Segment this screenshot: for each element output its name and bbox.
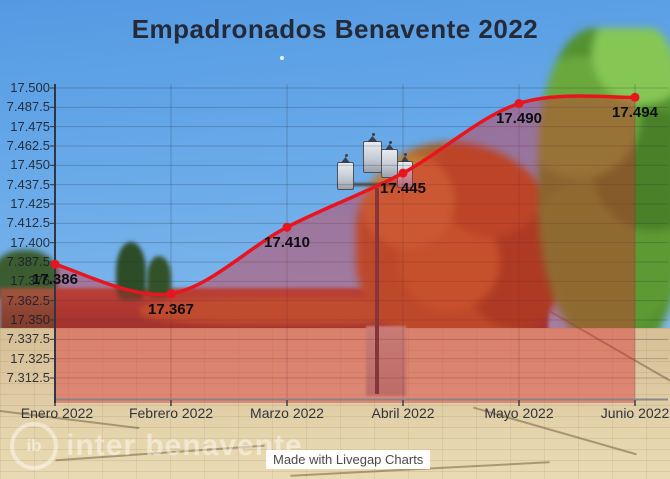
- y-tick-label: 7.312.5: [6, 370, 50, 385]
- data-point-marker: [398, 168, 408, 178]
- data-point-marker: [166, 289, 176, 299]
- data-point-value: 17.367: [148, 300, 194, 318]
- data-point-marker: [514, 99, 524, 108]
- y-tick-label: 17.475: [10, 118, 50, 134]
- watermark: ib inter benavente: [10, 422, 303, 470]
- y-tick-label: 7.437.5: [6, 176, 50, 192]
- lamppost-arm: [338, 183, 404, 186]
- y-tick-label: 7.337.5: [6, 331, 50, 347]
- y-tick-label: 17.425: [10, 196, 50, 211]
- data-point-value: 17.386: [32, 271, 78, 289]
- y-tick-label: 17.500: [10, 80, 50, 95]
- x-tick-label: Enero 2022: [20, 405, 94, 421]
- green-tree: [538, 28, 670, 346]
- x-tick-label: Marzo 2022: [250, 405, 324, 421]
- x-tick-label: Abril 2022: [371, 405, 435, 421]
- lamppost-pedestal: [366, 326, 406, 396]
- data-point-marker: [282, 222, 292, 232]
- y-tick-label: 7.462.5: [6, 138, 50, 153]
- livegap-credit-badge[interactable]: Made with Livegap Charts: [266, 450, 431, 469]
- watermark-logo-icon: ib: [10, 422, 58, 470]
- data-point-value: 17.445: [380, 180, 426, 198]
- watermark-text: inter benavente: [66, 429, 303, 462]
- chart-title: Empadronados Benavente 2022: [131, 14, 539, 44]
- y-tick-label: 17.350: [10, 312, 50, 327]
- y-tick-label: 7.487.5: [6, 99, 50, 115]
- data-point-value: 17.494: [612, 104, 658, 122]
- y-tick-label: 7.362.5: [6, 292, 50, 308]
- y-tick-label: 17.450: [10, 157, 50, 173]
- y-tick-label: 17.325: [10, 350, 50, 366]
- x-tick-label: Mayo 2022: [484, 405, 554, 421]
- y-tick-label: 7.412.5: [6, 215, 50, 231]
- series-area-fill: [55, 95, 635, 404]
- cypress-tree: [147, 256, 171, 298]
- data-point-value: 17.410: [264, 234, 310, 252]
- lantern-icon: [363, 133, 382, 173]
- data-point-marker: [630, 92, 640, 102]
- lantern-icon: [337, 154, 354, 190]
- y-tick-label: 7.387.5: [6, 254, 50, 269]
- x-tick-label: Febrero 2022: [128, 405, 214, 421]
- y-tick-label: 17.375: [10, 273, 50, 289]
- y-tick-label: 17.400: [10, 234, 50, 250]
- data-point-value: 17.490: [496, 110, 542, 128]
- lamppost-pole: [375, 188, 379, 394]
- moon-dot: [280, 56, 284, 60]
- x-tick-label: Junio 2022: [600, 405, 670, 421]
- data-point-marker: [50, 259, 60, 269]
- series-line: [53, 94, 637, 297]
